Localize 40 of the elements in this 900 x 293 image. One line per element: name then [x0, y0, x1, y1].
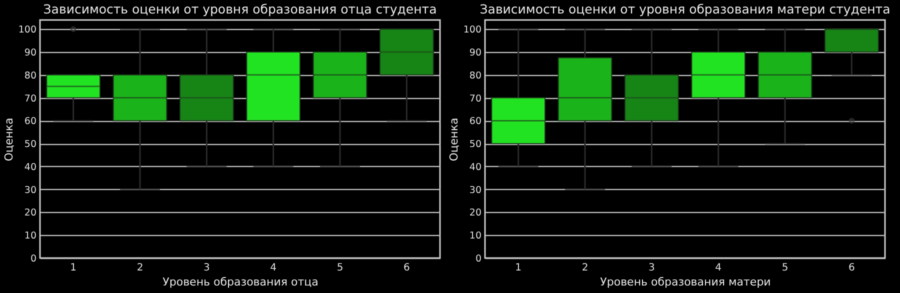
- y-tick-label: 40: [24, 162, 36, 173]
- x-tick-label: 1: [70, 262, 77, 274]
- y-tick-label: 90: [469, 48, 482, 59]
- x-tick-label: 6: [848, 262, 855, 274]
- y-tick-label: 10: [24, 230, 36, 242]
- y-tick-label: 100: [18, 24, 36, 36]
- x-tick-label: 5: [336, 262, 344, 274]
- y-tick-label: 40: [469, 162, 482, 173]
- y-tick-label: 0: [475, 254, 482, 264]
- y-tick-label: 50: [469, 139, 482, 150]
- x-tick-label: 2: [582, 262, 588, 274]
- x-tick-label: 3: [648, 262, 655, 274]
- x-tick-label: 6: [403, 262, 410, 274]
- x-tick-label: 1: [515, 262, 522, 274]
- y-axis-title: Оценка: [2, 118, 16, 162]
- x-tick-label: 2: [136, 262, 144, 274]
- x-tick-label: 5: [782, 262, 788, 274]
- y-tick-label: 10: [469, 230, 482, 242]
- y-tick-label: 20: [469, 208, 482, 219]
- x-tick-label: 3: [203, 262, 210, 274]
- x-tick-label: 4: [270, 262, 277, 274]
- y-tick-label: 70: [469, 93, 482, 104]
- x-axis-title: Уровень образования отца: [162, 276, 318, 288]
- y-tick-label: 0: [30, 254, 36, 264]
- y-axis-title: Оценка: [447, 118, 460, 162]
- y-tick-label: 30: [469, 184, 482, 196]
- y-tick-label: 20: [24, 208, 36, 219]
- y-tick-label: 80: [24, 70, 36, 82]
- x-axis-title: Уровень образования матери: [600, 276, 771, 288]
- y-tick-label: 30: [24, 184, 36, 196]
- y-tick-label: 90: [24, 48, 36, 59]
- x-tick-label: 4: [715, 262, 722, 274]
- chart-title: Зависимость оценки от уровня образования отца студента: [43, 2, 437, 16]
- chart-title: Зависимость оценки от уровня образования матери студента: [480, 2, 890, 16]
- y-tick-label: 60: [24, 116, 36, 128]
- y-tick-label: 70: [24, 93, 36, 104]
- y-tick-label: 80: [469, 70, 482, 82]
- y-tick-label: 50: [24, 139, 36, 150]
- y-tick-label: 60: [469, 116, 482, 128]
- y-tick-label: 100: [463, 24, 482, 36]
